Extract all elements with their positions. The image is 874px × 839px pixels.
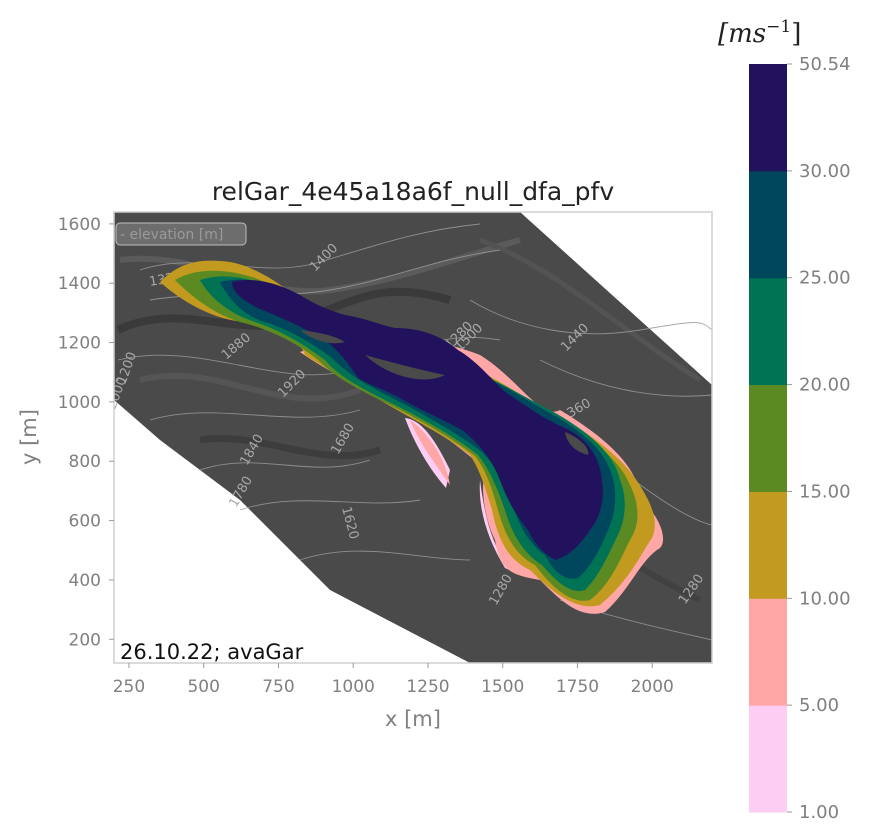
flow-island: [565, 432, 589, 455]
velocity-band-1-5: [405, 418, 450, 488]
y-tick-label: 200: [69, 630, 101, 650]
chart-title: relGar_4e45a18a6f_null_dfa_pfv: [212, 177, 615, 206]
y-axis-ticks: 200 400 600 800 1000 1200 1400 1600: [58, 215, 114, 650]
velocity-band-30-50: [232, 279, 603, 560]
colorbar-label: [ms−1]: [718, 17, 801, 49]
elevation-legend: - elevation [m]: [115, 222, 247, 246]
colorbar-band: [749, 170, 787, 279]
colorbar: 1.00 5.00 10.00 15.00 20.00 25.00 30.00 50.54: [749, 54, 851, 823]
y-axis-label: y [m]: [17, 409, 41, 465]
colorbar-tick-label: 10.00: [799, 588, 851, 609]
flow-island: [300, 330, 345, 344]
x-tick-label: 750: [262, 677, 294, 697]
x-tick-label: 1750: [556, 677, 599, 697]
y-tick-label: 400: [69, 571, 101, 591]
colorbar-band: [749, 598, 787, 706]
colorbar-tick-label: 20.00: [799, 375, 851, 396]
colorbar-label-close: ]: [791, 19, 801, 49]
colorbar-tick-label: 5.00: [799, 695, 839, 716]
x-tick-label: 2000: [631, 677, 674, 697]
velocity-field: [160, 260, 664, 614]
colorbar-label-base: [ms: [718, 19, 766, 49]
flow-island: [365, 355, 445, 380]
colorbar-tick-label: 1.00: [799, 802, 839, 823]
x-tick-label: 1000: [332, 677, 375, 697]
colorbar-band: [749, 64, 787, 172]
colorbar-tick-label: 30.00: [799, 161, 851, 182]
colorbar-tick-label: 25.00: [799, 268, 851, 289]
y-tick-label: 1200: [58, 334, 101, 354]
colorbar-tick-label: 50.54: [799, 54, 851, 75]
velocity-band-30-50: [305, 316, 350, 334]
colorbar-tick-label: 15.00: [799, 481, 851, 502]
colorbar-band: [749, 705, 787, 813]
x-axis-label: x [m]: [385, 707, 441, 731]
x-tick-label: 1500: [481, 677, 524, 697]
y-tick-label: 1400: [58, 274, 101, 294]
colorbar-band: [749, 277, 787, 386]
x-tick-label: 1250: [406, 677, 449, 697]
plot-frame: [113, 211, 713, 664]
plot-area: 1320 1400 1360 1440 1920 1880 1840 1780 …: [114, 212, 712, 663]
y-tick-label: 1000: [58, 393, 101, 413]
colorbar-band: [749, 384, 787, 492]
velocity-band-5-10: [410, 420, 450, 485]
y-tick-label: 600: [69, 512, 101, 532]
y-tick-label: 1600: [58, 215, 101, 235]
colorbar-band: [749, 491, 787, 599]
date-annotation: 26.10.22; avaGar: [120, 640, 304, 664]
y-tick-label: 800: [69, 452, 101, 472]
x-tick-label: 250: [113, 677, 145, 697]
colorbar-label-exponent: −1: [766, 17, 791, 37]
x-tick-label: 500: [187, 677, 219, 697]
legend-label: - elevation [m]: [120, 227, 223, 243]
x-axis-ticks: 250 500 750 1000 1250 1500 1750 2000: [113, 663, 674, 697]
